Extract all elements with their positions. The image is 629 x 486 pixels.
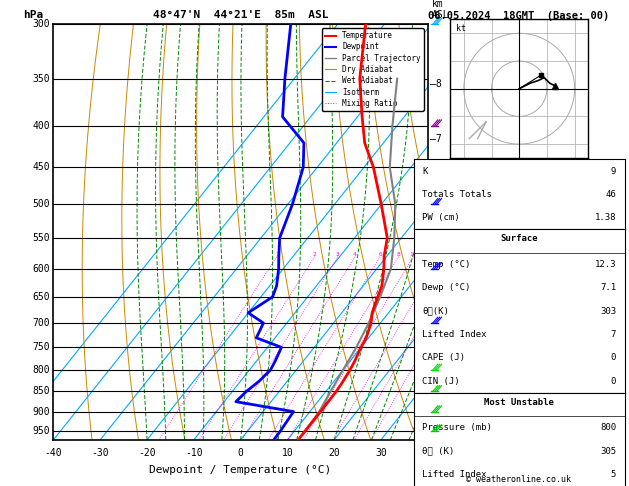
Text: -20: -20 [138,448,156,458]
Text: –2: –2 [430,365,442,375]
Text: 0: 0 [611,377,616,385]
Text: θᴄ (K): θᴄ (K) [422,447,455,455]
Text: 3: 3 [336,252,340,257]
Text: –4: –4 [430,264,442,274]
Text: 0: 0 [238,448,243,458]
Text: CAPE (J): CAPE (J) [422,353,465,362]
Text: 20: 20 [457,252,465,257]
Text: 850: 850 [32,386,50,397]
Text: 500: 500 [32,199,50,209]
Text: 0: 0 [611,353,616,362]
Text: 400: 400 [32,121,50,131]
Text: 5: 5 [611,470,616,479]
Text: Mixing Ratio (g/kg): Mixing Ratio (g/kg) [468,181,477,283]
Text: 700: 700 [32,318,50,328]
Text: Pressure (mb): Pressure (mb) [422,423,492,432]
Text: Dewp (°C): Dewp (°C) [422,283,470,292]
Text: 9: 9 [611,167,616,175]
Text: 450: 450 [32,162,50,172]
Text: –8: –8 [430,79,442,88]
Text: 12.3: 12.3 [594,260,616,269]
Text: 10: 10 [409,252,417,257]
Text: 20: 20 [328,448,340,458]
Legend: Temperature, Dewpoint, Parcel Trajectory, Dry Adiabat, Wet Adiabat, Isotherm, Mi: Temperature, Dewpoint, Parcel Trajectory… [321,28,424,111]
Text: –7: –7 [430,134,442,144]
Text: 750: 750 [32,342,50,352]
Text: –3: –3 [430,318,442,328]
Text: 7.1: 7.1 [600,283,616,292]
Text: -30: -30 [91,448,109,458]
Text: Lifted Index: Lifted Index [422,330,487,339]
Text: Most Unstable: Most Unstable [484,398,554,406]
Text: 6: 6 [378,252,382,257]
Text: –1: –1 [430,407,442,417]
Text: 2: 2 [313,252,316,257]
Text: CIN (J): CIN (J) [422,377,460,385]
Text: 06.05.2024  18GMT  (Base: 00): 06.05.2024 18GMT (Base: 00) [428,11,610,21]
Text: 900: 900 [32,407,50,417]
Text: 300: 300 [32,19,50,29]
Text: 550: 550 [32,233,50,243]
Text: 25: 25 [473,252,481,257]
Text: 350: 350 [32,74,50,84]
Text: 950: 950 [32,426,50,435]
Text: 15: 15 [437,252,445,257]
Text: 48°47'N  44°21'E  85m  ASL: 48°47'N 44°21'E 85m ASL [153,10,328,20]
Text: 600: 600 [32,264,50,274]
Text: km
ASL: km ASL [431,0,449,20]
Text: 4: 4 [353,252,357,257]
Text: 40: 40 [422,448,433,458]
Text: 1.38: 1.38 [594,213,616,222]
Text: -40: -40 [45,448,62,458]
Text: -10: -10 [185,448,203,458]
Text: 800: 800 [600,423,616,432]
Text: 10: 10 [282,448,293,458]
Text: K: K [422,167,428,175]
Text: –LCL: –LCL [430,429,453,439]
Text: Dewpoint / Temperature (°C): Dewpoint / Temperature (°C) [150,465,331,475]
Text: θᴄ(K): θᴄ(K) [422,307,449,315]
Text: Temp (°C): Temp (°C) [422,260,470,269]
Text: 800: 800 [32,365,50,375]
Text: 303: 303 [600,307,616,315]
Text: kt: kt [455,23,465,33]
Text: 30: 30 [375,448,387,458]
Text: 7: 7 [611,330,616,339]
Text: Totals Totals: Totals Totals [422,190,492,199]
Text: hPa: hPa [23,10,44,20]
Text: 8: 8 [397,252,401,257]
Text: –5: –5 [430,226,442,237]
Text: Surface: Surface [501,234,538,243]
Text: 305: 305 [600,447,616,455]
Text: 46: 46 [606,190,616,199]
Text: 1: 1 [275,252,279,257]
Text: © weatheronline.co.uk: © weatheronline.co.uk [467,474,571,484]
Text: –6: –6 [430,185,442,195]
Text: Lifted Index: Lifted Index [422,470,487,479]
Text: 650: 650 [32,292,50,302]
Text: PW (cm): PW (cm) [422,213,460,222]
